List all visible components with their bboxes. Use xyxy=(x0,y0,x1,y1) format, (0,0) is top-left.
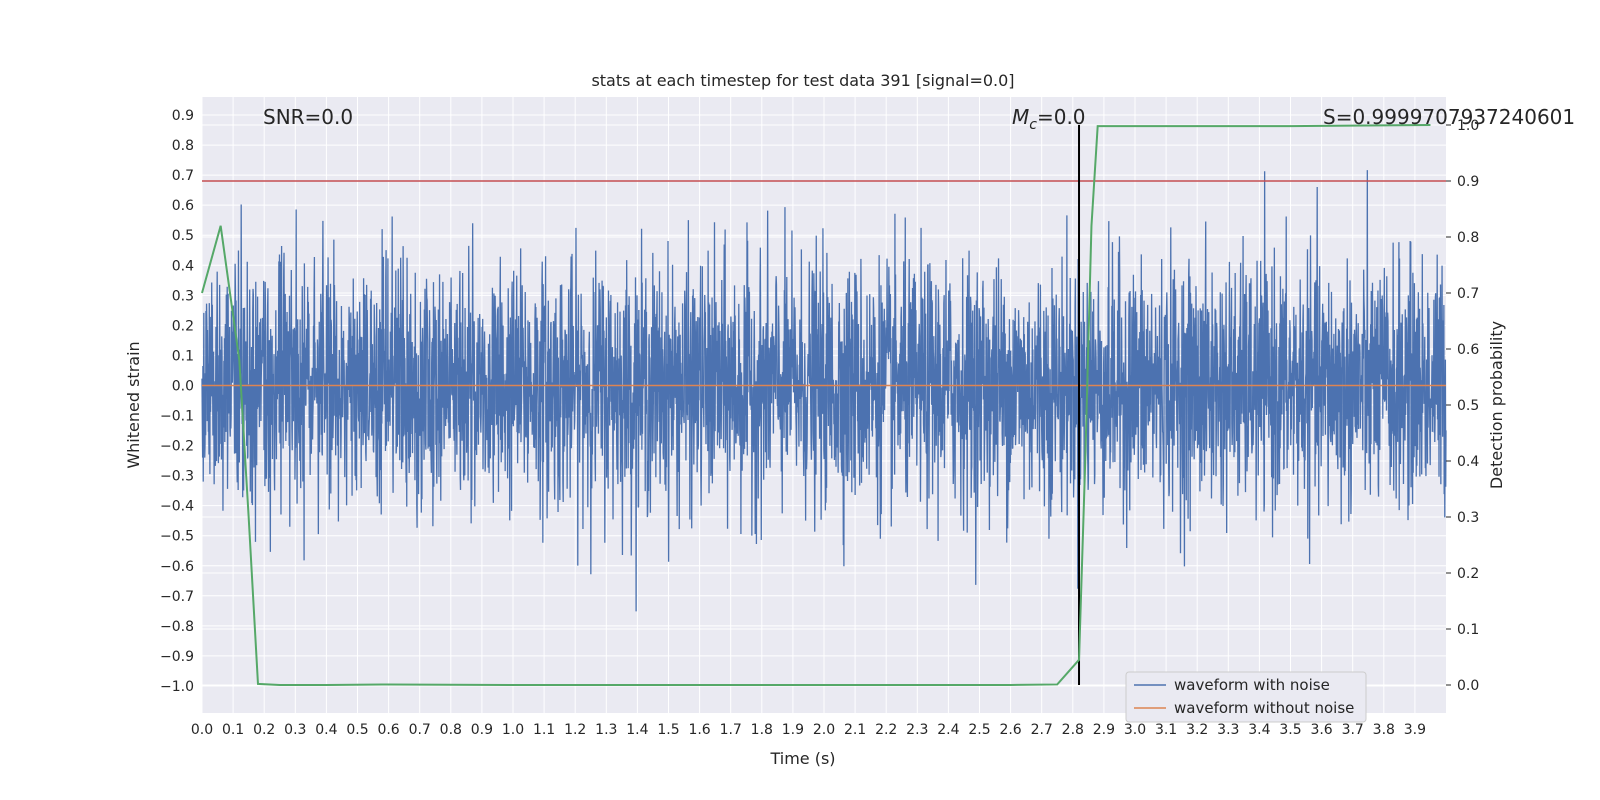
y-left-tick-label: 0.5 xyxy=(172,228,194,244)
x-tick-label: 3.2 xyxy=(1186,722,1208,738)
x-tick-label: 2.4 xyxy=(937,722,959,738)
y-axis-left-ticks: 0.9 0.8 0.7 0.6 0.5 0.4 0.3 0.2 0.1 0.0 −0.1 −0.2 −0… xyxy=(160,108,194,695)
x-tick-label: 0.1 xyxy=(222,722,244,738)
x-tick-label: 1.3 xyxy=(595,722,617,738)
y-left-tick-label: 0.4 xyxy=(172,258,194,274)
detection-probability-line xyxy=(201,124,1431,686)
y-left-tick-label: −0.8 xyxy=(160,619,194,635)
x-tick-label: 0.9 xyxy=(471,722,493,738)
snr-annotation: SNR=0.0 xyxy=(263,105,353,129)
y-left-tick-label: 0.3 xyxy=(172,288,194,304)
x-tick-label: 3.6 xyxy=(1310,722,1332,738)
x-tick-label: 0.5 xyxy=(346,722,368,738)
series-waveform-with-noise xyxy=(201,170,1447,612)
x-tick-label: 0.6 xyxy=(377,722,399,738)
x-tick-label: 1.8 xyxy=(751,722,773,738)
x-tick-label: 0.8 xyxy=(440,722,462,738)
y-left-tick-label: −0.3 xyxy=(160,469,194,485)
y-right-tick-label: 0.1 xyxy=(1457,622,1479,638)
x-tick-label: 1.5 xyxy=(657,722,679,738)
chirp-mass-subscript: c xyxy=(1029,117,1037,133)
x-tick-label: 2.1 xyxy=(844,722,866,738)
x-tick-label: 1.0 xyxy=(502,722,524,738)
x-tick-label: 1.1 xyxy=(533,722,555,738)
y-left-tick-label: −0.4 xyxy=(160,499,194,515)
y-left-tick-label: 0.1 xyxy=(172,348,194,364)
x-tick-label: 3.1 xyxy=(1155,722,1177,738)
x-tick-label: 1.6 xyxy=(688,722,710,738)
y-left-tick-label: −0.2 xyxy=(160,439,194,455)
y-left-tick-label: 0.0 xyxy=(172,378,194,394)
y-left-tick-label: −1.0 xyxy=(160,679,194,695)
x-tick-label: 1.9 xyxy=(782,722,804,738)
x-tick-label: 3.0 xyxy=(1124,722,1146,738)
y-axis-right-ticks: 1.0 0.9 0.8 0.7 0.6 0.5 0.4 0.3 0.2 0.1 0.0 xyxy=(1446,118,1479,694)
x-tick-label: 2.7 xyxy=(1031,722,1053,738)
x-tick-label: 2.0 xyxy=(813,722,835,738)
y-right-tick-label: 0.0 xyxy=(1457,678,1479,694)
x-tick-label: 0.4 xyxy=(315,722,337,738)
x-tick-label: 3.8 xyxy=(1373,722,1395,738)
x-tick-label: 0.2 xyxy=(253,722,275,738)
y-right-tick-label: 0.7 xyxy=(1457,286,1479,302)
x-tick-label: 2.6 xyxy=(999,722,1021,738)
y-right-tick-label: 0.6 xyxy=(1457,342,1479,358)
legend: waveform with noise waveform without noi… xyxy=(1125,671,1367,723)
x-tick-label: 0.0 xyxy=(191,722,213,738)
x-tick-label: 0.7 xyxy=(409,722,431,738)
y-right-tick-label: 0.9 xyxy=(1457,174,1479,190)
y-right-tick-label: 0.5 xyxy=(1457,398,1479,414)
x-tick-label: 3.5 xyxy=(1279,722,1301,738)
y-left-tick-label: 0.8 xyxy=(172,138,194,154)
x-tick-label: 3.9 xyxy=(1404,722,1426,738)
y-right-tick-label: 1.0 xyxy=(1457,118,1479,134)
x-tick-label: 1.2 xyxy=(564,722,586,738)
chart-title: stats at each timestep for test data 391… xyxy=(591,71,1014,90)
x-tick-label: 3.3 xyxy=(1217,722,1239,738)
y-left-tick-label: 0.7 xyxy=(172,168,194,184)
x-axis-label: Time (s) xyxy=(769,749,835,768)
x-tick-label: 0.3 xyxy=(284,722,306,738)
x-tick-label: 2.3 xyxy=(906,722,928,738)
y-right-tick-label: 0.8 xyxy=(1457,230,1479,246)
y-axis-right-label: Detection probability xyxy=(1487,321,1506,489)
legend-label-noise: waveform with noise xyxy=(1174,676,1330,694)
x-tick-label: 2.8 xyxy=(1062,722,1084,738)
legend-frame xyxy=(1125,671,1367,723)
y-right-tick-label: 0.2 xyxy=(1457,566,1479,582)
y-left-tick-label: −0.7 xyxy=(160,589,194,605)
noise-waveform-line xyxy=(201,170,1447,612)
x-tick-label: 1.7 xyxy=(720,722,742,738)
y-right-tick-label: 0.3 xyxy=(1457,510,1479,526)
legend-label-clean: waveform without noise xyxy=(1174,699,1354,717)
x-tick-label: 3.7 xyxy=(1342,722,1364,738)
chirp-mass-symbol: M xyxy=(1012,105,1029,129)
y-axis-left-label: Whitened strain xyxy=(124,341,143,468)
x-tick-label: 1.4 xyxy=(626,722,648,738)
y-left-tick-label: 0.2 xyxy=(172,318,194,334)
y-left-tick-label: −0.1 xyxy=(160,409,194,425)
x-tick-label: 2.9 xyxy=(1093,722,1115,738)
x-tick-label: 2.2 xyxy=(875,722,897,738)
y-left-tick-label: −0.6 xyxy=(160,559,194,575)
y-left-tick-label: −0.5 xyxy=(160,529,194,545)
chirp-mass-value: =0.0 xyxy=(1037,105,1086,129)
y-left-tick-label: 0.9 xyxy=(172,108,194,124)
y-right-tick-label: 0.4 xyxy=(1457,454,1479,470)
y-left-tick-label: −0.9 xyxy=(160,649,194,665)
x-tick-label: 2.5 xyxy=(968,722,990,738)
series-detection-probability xyxy=(201,124,1431,686)
chirp-mass-annotation: Mc=0.0 xyxy=(1012,105,1086,133)
score-annotation: S=0.9999707937240601 xyxy=(1323,105,1575,129)
x-axis-ticks: 0.0 0.1 0.2 0.3 0.4 0.5 0.6 0.7 0.8 0.9 1.0 1.1 1.2 1… xyxy=(191,722,1426,738)
x-tick-label: 3.4 xyxy=(1248,722,1270,738)
y-left-tick-label: 0.6 xyxy=(172,198,194,214)
